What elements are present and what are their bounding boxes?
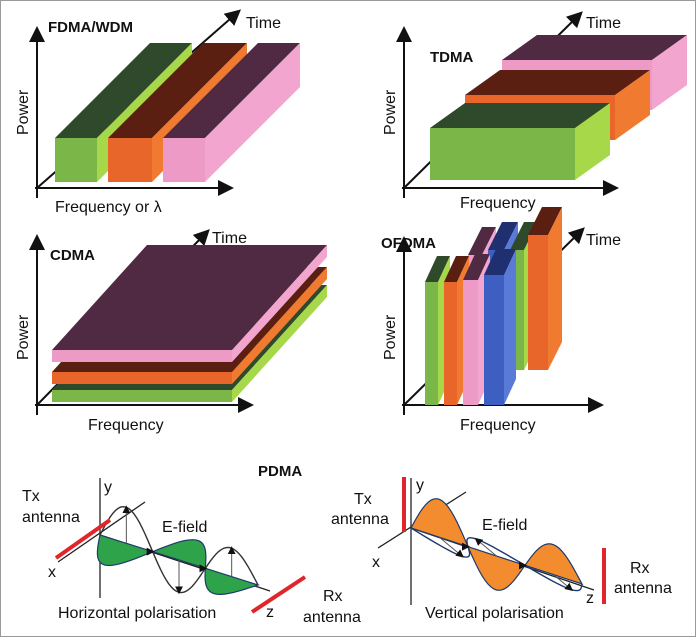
ofdma-subcarrier-0-top bbox=[425, 256, 450, 282]
left-y-axis-label: y bbox=[104, 479, 112, 496]
right-z-axis-label: z bbox=[586, 590, 594, 607]
ofdma-power-label: Power bbox=[382, 314, 399, 360]
left-e-field-fill bbox=[96, 534, 260, 595]
cdma-layer-pink-top bbox=[52, 245, 327, 350]
cdma-layer-pink-side bbox=[232, 245, 327, 362]
right-field-arrow bbox=[553, 574, 574, 591]
right-efield-label: E-field bbox=[482, 517, 527, 534]
ofdma-subcarrier-3-side bbox=[504, 249, 516, 405]
right-y-axis-label: y bbox=[416, 477, 424, 494]
left-rx-antenna bbox=[250, 575, 307, 614]
cdma-title: CDMA bbox=[50, 247, 95, 264]
right-rx-label-2: antenna bbox=[614, 580, 672, 597]
left-efield-label: E-field bbox=[162, 519, 207, 536]
tdma-slot-green-top bbox=[430, 103, 610, 128]
ofdma-subcarrier-1-top bbox=[444, 256, 469, 282]
right-field-arrow bbox=[439, 536, 464, 558]
fdma-title: FDMA/WDM bbox=[48, 19, 133, 36]
fdma-time-label: Time bbox=[246, 15, 281, 32]
fdma-panel: FDMA/WDM Time Power Frequency or λ bbox=[15, 15, 281, 216]
tdma-panel: TDMA Time Power Frequency bbox=[382, 15, 621, 212]
cdma-layer-green-side bbox=[232, 285, 327, 402]
left-rx-label-2: antenna bbox=[303, 609, 361, 626]
pdma-title: PDMA bbox=[258, 463, 302, 480]
ofdma-time-label: Time bbox=[586, 232, 621, 249]
ofdma-subcarrier-2-front bbox=[463, 280, 478, 405]
tdma-slot-pink-top bbox=[502, 35, 687, 60]
ofdma-subcarrier-1-front bbox=[444, 282, 457, 405]
ofdma-subcarrier-0-front bbox=[425, 282, 438, 405]
ofdma-title: OFDMA bbox=[381, 235, 436, 252]
tdma-slot-orange-side bbox=[615, 70, 650, 140]
tdma-slot-green-front bbox=[430, 128, 575, 180]
left-rx-label-1: Rx bbox=[323, 588, 343, 605]
fdma-band-pink-side bbox=[205, 43, 300, 182]
right-tx-label-1: Tx bbox=[354, 491, 372, 508]
tdma-slot-orange-top bbox=[465, 70, 650, 95]
tdma-slot-green-side bbox=[575, 103, 610, 180]
fdma-band-orange-top bbox=[108, 43, 247, 138]
pdma-panel: PDMA Tx antenna y x z E-field Horizontal… bbox=[22, 463, 672, 626]
left-tx-label-1: Tx bbox=[22, 488, 40, 505]
left-tx-label-2: antenna bbox=[22, 509, 80, 526]
cdma-power-label: Power bbox=[15, 314, 32, 360]
cdma-frequency-label: Frequency bbox=[88, 417, 164, 434]
tdma-slot-pink-side bbox=[652, 35, 687, 110]
fdma-band-green-top bbox=[55, 43, 192, 138]
tdma-time-label: Time bbox=[586, 15, 621, 32]
left-z-axis-label: z bbox=[266, 604, 274, 621]
right-tx-label-2: antenna bbox=[331, 511, 389, 528]
cdma-layer-pink-front bbox=[52, 350, 232, 362]
fdma-band-pink-front bbox=[163, 138, 205, 182]
left-x-axis-label: x bbox=[48, 564, 56, 581]
ofdma-frequency-label: Frequency bbox=[460, 417, 536, 434]
ofdma-subcarrier-2-top bbox=[463, 254, 490, 280]
ofdma-subcarrier-back-3-top bbox=[528, 207, 562, 235]
cdma-layer-green-front bbox=[52, 390, 232, 402]
right-rx-label-1: Rx bbox=[630, 560, 650, 577]
right-caption: Vertical polarisation bbox=[425, 605, 564, 622]
ofdma-subcarrier-3-front bbox=[484, 275, 504, 405]
fdma-band-orange-front bbox=[108, 138, 152, 182]
ofdma-subcarrier-3-top bbox=[484, 249, 516, 275]
ofdma-panel: OFDMA Time Power Frequency bbox=[381, 232, 621, 434]
fdma-band-pink-top bbox=[163, 43, 300, 138]
tdma-title: TDMA bbox=[430, 49, 473, 66]
right-field-arrow bbox=[474, 537, 497, 557]
ofdma-subcarrier-back-0-top bbox=[468, 227, 496, 255]
right-x-axis-label: x bbox=[372, 554, 380, 571]
fdma-frequency-label: Frequency or λ bbox=[55, 199, 162, 216]
cdma-time-label: Time bbox=[212, 230, 247, 247]
cdma-layer-orange-side bbox=[232, 267, 327, 384]
tdma-frequency-label: Frequency bbox=[460, 195, 536, 212]
ofdma-subcarrier-back-3-side bbox=[548, 207, 562, 370]
left-tx-antenna bbox=[54, 518, 112, 560]
fdma-band-green-front bbox=[55, 138, 97, 182]
ofdma-subcarrier-back-1-top bbox=[488, 222, 518, 250]
cdma-panel: CDMA Time Power Frequency bbox=[15, 230, 247, 434]
right-e-field-fill bbox=[410, 498, 584, 591]
cdma-layer-orange-front bbox=[52, 372, 232, 384]
left-caption: Horizontal polarisation bbox=[58, 605, 216, 622]
ofdma-subcarrier-back-3-front bbox=[528, 235, 548, 370]
fdma-power-label: Power bbox=[15, 89, 32, 135]
tdma-power-label: Power bbox=[382, 89, 399, 135]
